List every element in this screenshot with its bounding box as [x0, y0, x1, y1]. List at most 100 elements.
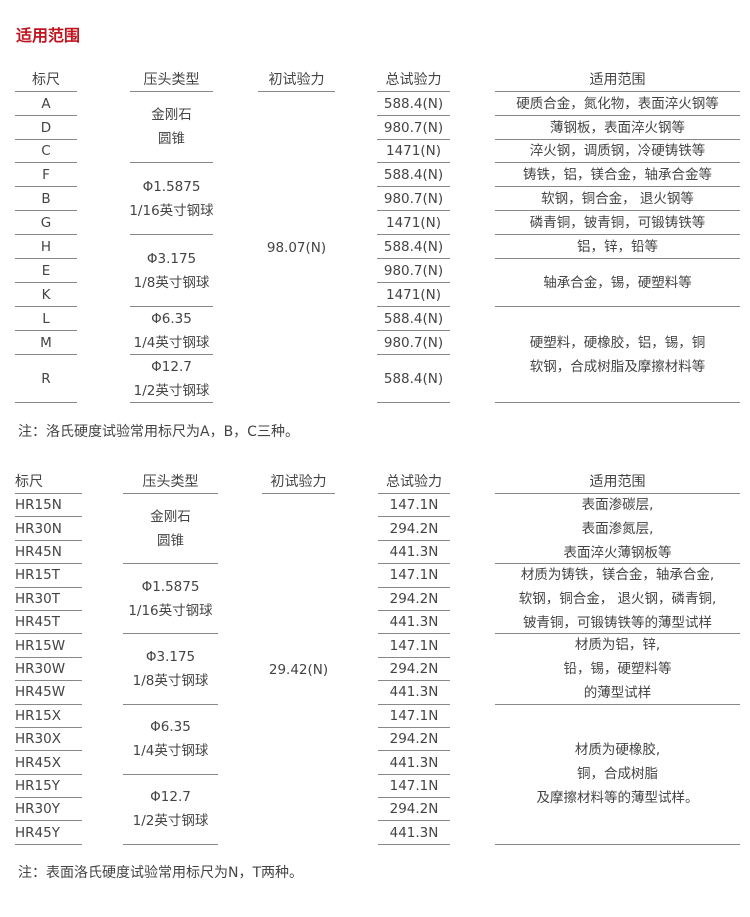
total-force-cell: 1471(N) — [377, 211, 450, 235]
cell-text: HR45N — [15, 543, 62, 560]
total-force-cell: 588.4(N) — [377, 92, 450, 116]
cell-text: 1471(N) — [386, 214, 441, 231]
total-force-cell: 980.7(N) — [377, 331, 450, 355]
cell-text: 轴承合金，锡，硬塑料等 — [543, 274, 692, 291]
cell-text: 1471(N) — [386, 143, 441, 159]
cell-text: HR15T — [15, 567, 60, 584]
cell-text: 294.2N — [389, 520, 439, 537]
cell-text: R — [41, 370, 51, 387]
cell-text: G — [40, 214, 52, 231]
cell-text: 材质为铝，锌, — [574, 636, 661, 653]
scale-cell: HR30T — [15, 588, 82, 611]
cell-text: HR15W — [15, 637, 66, 654]
scope-cell: 铝，锌，铅等 — [495, 235, 740, 259]
total-force-cell: 294.2N — [378, 798, 450, 822]
scope-cell: 材质为铸铁，镁合金，轴承合金, 软钢，铜合金， 退火钢，磷青铜, 铍青铜，可锻铸铁等… — [495, 564, 740, 635]
cell-text: E — [41, 262, 51, 279]
cell-text: 98.07(N) — [266, 239, 327, 256]
scope-cell: 软钢，铜合金， 退火钢等 — [495, 187, 740, 211]
section-title: 适用范围 — [16, 26, 81, 45]
cell-text: 147.1N — [389, 567, 439, 584]
scope-cell: 硬质合金，氮化物，表面淬火钢等 — [495, 92, 740, 116]
total-force-cell: 147.1N — [378, 494, 450, 518]
cell-text: 铍青铜，可锻铸铁等的薄型试样 — [523, 614, 712, 631]
scope-cell: 表面渗碳层, 表面渗氮层, 表面淬火薄钢板等 — [495, 494, 740, 565]
cell-text: 硬质合金，氮化物，表面淬火钢等 — [516, 95, 719, 112]
table2-note: 注：表面洛氏硬度试验常用标尺为N，T两种。 — [18, 865, 304, 881]
scale-cell: H — [15, 235, 77, 259]
cell-text: 588.4(N) — [383, 238, 444, 255]
column-indenter: 压头类型 金刚石 圆锥 Φ1.5875 1/16英寸钢球 Φ3.175 1/8英寸钢球 Φ6.… — [129, 68, 214, 403]
cell-text: 980.7(N) — [383, 262, 444, 279]
cell-text: 1/4英寸钢球 — [132, 743, 209, 760]
indenter-cell: 金刚石 圆锥 — [130, 92, 213, 163]
scale-cell: E — [15, 259, 77, 283]
header-indenter: 压头类型 — [123, 470, 218, 494]
column-preload: 初试验力 98.07(N) — [258, 68, 335, 403]
scope-cell: 轴承合金，锡，硬塑料等 — [495, 259, 740, 307]
indenter-cell: Φ3.175 1/8英寸钢球 — [123, 634, 218, 705]
cell-text: 147.1N — [389, 707, 439, 724]
cell-text: 软钢，铜合金， 退火钢等 — [541, 190, 694, 207]
column-scale: 标尺 A D C F B G H E K L M R — [15, 68, 77, 403]
cell-text: 磷青铜，铍青铜，可锻铸铁等 — [529, 214, 706, 231]
scale-cell: HR45W — [15, 681, 82, 705]
header-scope: 适用范围 — [495, 68, 740, 92]
cell-text: 29.42(N) — [268, 661, 329, 678]
indenter-cell: Φ12.7 1/2英寸钢球 — [123, 775, 218, 845]
total-force-cell: 147.1N — [378, 705, 450, 728]
column-scale: 标尺 HR15N HR30N HR45N HR15T HR30T HR45T HR15W HR3… — [15, 470, 82, 845]
header-scale: 标尺 — [15, 470, 82, 494]
header-scale: 标尺 — [15, 68, 77, 92]
cell-text: 588.4(N) — [383, 310, 444, 327]
column-scope: 适用范围 硬质合金，氮化物，表面淬火钢等 薄钢板，表面淬火钢等 淬火钢，调质钢，冷硬铸… — [495, 68, 740, 403]
cell-text: 147.1N — [389, 777, 439, 794]
cell-text: HR15X — [15, 707, 61, 724]
scope-cell: 硬塑料，硬橡胶，铝，锡，铜 软钢，合成树脂及摩擦材料等 — [495, 307, 740, 403]
cell-text: B — [41, 190, 51, 207]
scope-cell: 铸铁，铝，镁合金，轴承合金等 — [495, 163, 740, 187]
cell-text: Φ12.7 — [151, 358, 192, 375]
scale-cell: M — [15, 331, 77, 355]
cell-text: 1471(N) — [386, 286, 441, 303]
cell-text: 1/8英寸钢球 — [133, 274, 210, 291]
cell-text: 表面渗碳层, — [581, 496, 654, 513]
header-indenter: 压头类型 — [130, 68, 213, 92]
cell-text: 980.7(N) — [383, 119, 444, 136]
cell-text: 441.3N — [389, 614, 439, 631]
cell-text: 980.7(N) — [383, 334, 444, 351]
cell-text: HR30X — [15, 731, 61, 748]
header-scope: 适用范围 — [495, 470, 740, 494]
cell-text: 及摩擦材料等的薄型试样。 — [536, 790, 699, 807]
cell-text: Φ1.5875 — [142, 178, 201, 195]
cell-text: 588.4(N) — [383, 95, 444, 112]
cell-text: 薄钢板，表面淬火钢等 — [550, 119, 685, 136]
cell-text: HR45X — [15, 754, 61, 771]
scale-cell: HR45Y — [15, 821, 82, 845]
cell-text: 材质为铸铁，镁合金，轴承合金, — [520, 566, 715, 583]
cell-text: F — [42, 166, 50, 183]
scope-cell: 材质为硬橡胶, 铜，合成树脂 及摩擦材料等的薄型试样。 — [495, 705, 740, 845]
preload-cell: 98.07(N) — [258, 92, 335, 403]
cell-text: 金刚石 — [151, 107, 192, 123]
cell-text: 1/4英寸钢球 — [133, 334, 210, 351]
column-preload: 初试验力 29.42(N) — [262, 470, 335, 845]
scale-cell: HR30W — [15, 658, 82, 682]
header-total-force: 总试验力 — [377, 68, 450, 92]
column-indenter: 压头类型 金刚石 圆锥 Φ1.5875 1/16英寸钢球 Φ3.175 1/8英寸钢球 Φ6.… — [123, 470, 218, 845]
scale-cell: HR45N — [15, 541, 82, 565]
total-force-cell: 147.1N — [378, 775, 450, 799]
cell-text: 1/8英寸钢球 — [132, 672, 209, 689]
scope-cell: 材质为铝，锌, 铅，锡，硬塑料等 的薄型试样 — [495, 634, 740, 705]
cell-text: HR45W — [15, 684, 66, 701]
header-preload: 初试验力 — [258, 68, 335, 92]
cell-text: 材质为硬橡胶, — [574, 742, 661, 759]
column-total-force: 总试验力 147.1N 294.2N 441.3N 147.1N 294.2N 441.3N… — [378, 470, 450, 845]
cell-text: 588.4(N) — [383, 370, 444, 387]
cell-text: HR30T — [15, 590, 60, 607]
scale-cell: HR15W — [15, 634, 82, 658]
column-scope: 适用范围 表面渗碳层, 表面渗氮层, 表面淬火薄钢板等 材质为铸铁，镁合金，轴承合金, 软… — [495, 470, 740, 845]
total-force-cell: 441.3N — [378, 611, 450, 635]
cell-text: 铸铁，铝，镁合金，轴承合金等 — [523, 166, 712, 183]
total-force-cell: 441.3N — [378, 751, 450, 775]
